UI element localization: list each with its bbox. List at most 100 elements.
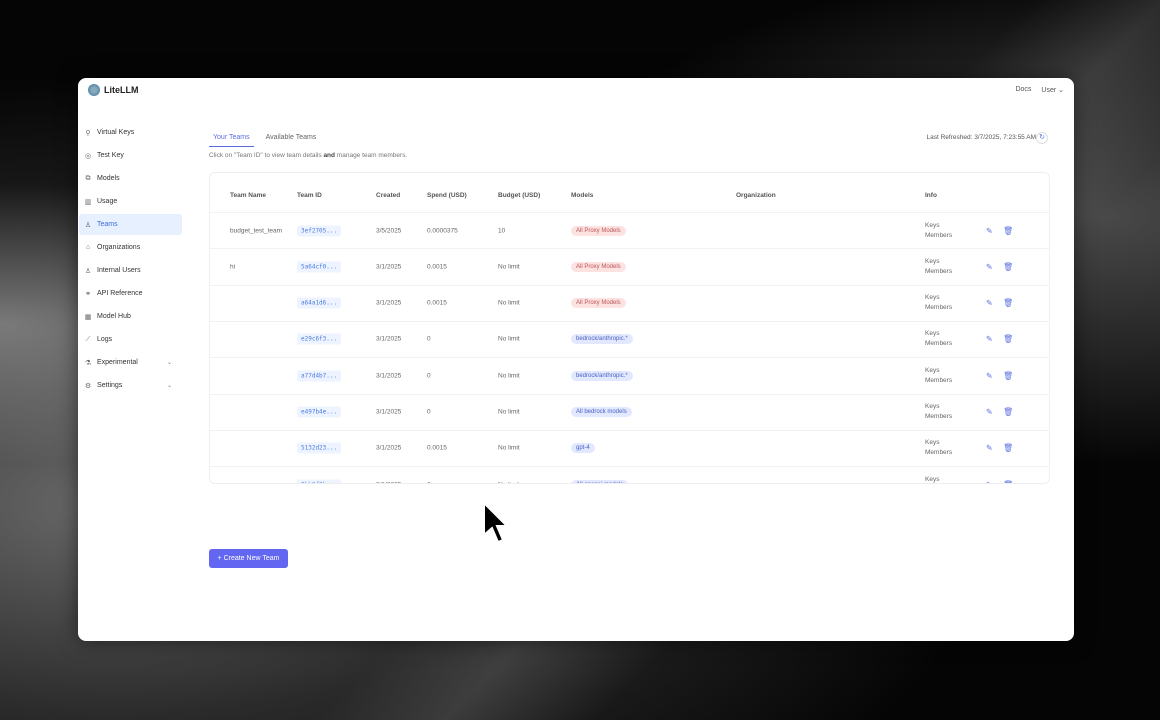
model-badge: gpt-4 [571, 443, 595, 454]
delete-icon[interactable]: 🗑 [1003, 334, 1014, 344]
spend: 0.0015 [427, 299, 447, 307]
keys-label: Keys [925, 366, 940, 374]
table-row: 5132d23... 3/1/2025 0.0015 No limit gpt-… [210, 429, 1049, 466]
column-header: Info [925, 192, 937, 199]
team-icon: ♙ [84, 221, 92, 229]
edit-icon[interactable]: ✎ [986, 298, 993, 308]
budget: No limit [498, 335, 520, 343]
delete-icon[interactable]: 🗑 [1003, 407, 1014, 417]
keys-label: Keys [925, 330, 940, 338]
refresh-button[interactable]: ↻ [1036, 132, 1048, 144]
model-badge: All Proxy Models [571, 225, 626, 236]
sidebar-item-settings[interactable]: ⚙ Settings ⌄ [79, 375, 182, 396]
sidebar-item-label: Settings [97, 382, 123, 389]
hint-text: Click on "Team ID" to view team details … [209, 152, 408, 159]
edit-icon[interactable]: ✎ [986, 407, 993, 417]
tabs: Your Teams Available Teams [209, 133, 320, 147]
sidebar-item-models[interactable]: ⧉ Models [79, 168, 182, 189]
tab-available-teams[interactable]: Available Teams [265, 134, 317, 141]
sidebar-item-organizations[interactable]: ⌂ Organizations [79, 237, 182, 258]
sidebar-item-virtual-keys[interactable]: ⚲ Virtual Keys [79, 122, 182, 143]
team-id-link[interactable]: e29c6f3... [297, 333, 342, 345]
spend: 0 [427, 335, 431, 343]
edit-icon[interactable]: ✎ [986, 443, 993, 453]
sidebar-item-logs[interactable]: ⟋ Logs [79, 329, 182, 350]
app-window: LiteLLM Docs User ⌄ ⚲ Virtual Keys ◎ Test K… [78, 78, 1074, 641]
sidebar-item-experimental[interactable]: ⚗ Experimental ⌄ [79, 352, 182, 373]
edit-icon[interactable]: ✎ [986, 262, 993, 272]
table-row: e497b4e... 3/1/2025 0 No limit All bedro… [210, 393, 1049, 430]
members-label: Members [925, 340, 953, 348]
model-badge: All Proxy Models [571, 298, 626, 309]
team-name: hi [230, 263, 236, 271]
spend: 0 [427, 408, 431, 416]
sidebar-item-api-reference[interactable]: ⚭ API Reference [79, 283, 182, 304]
sidebar-item-internal-users[interactable]: ♙ Internal Users [79, 260, 182, 281]
table-row: 2bb3f2b... 3/1/2025 0 No limit All opena… [210, 466, 1049, 483]
sidebar-item-usage[interactable]: ▥ Usage [79, 191, 182, 212]
members-label: Members [925, 267, 953, 275]
budget: No limit [498, 372, 520, 380]
delete-icon[interactable]: 🗑 [1003, 298, 1014, 308]
bank-icon: ⌂ [85, 244, 91, 251]
spend: 0 [427, 372, 431, 380]
members-label: Members [925, 413, 953, 420]
table-row: e29c6f3... 3/1/2025 0 No limit bedrock/a… [210, 320, 1049, 357]
team-name: budget_test_team [230, 227, 283, 234]
user-label: User [1041, 87, 1057, 94]
logo-icon [88, 84, 100, 96]
created-date: 3/1/2025 [376, 372, 402, 380]
delete-icon[interactable]: 🗑 [1003, 371, 1014, 381]
spend: 0.0015 [427, 444, 447, 452]
team-id-link[interactable]: a64a1d6... [297, 297, 342, 309]
keys-label: Keys [925, 403, 940, 410]
sidebar-item-label: Organizations [97, 244, 141, 251]
column-header: Created [376, 192, 401, 199]
team-id-link[interactable]: 2bb3f2b... [297, 479, 342, 483]
model-badge: All Proxy Models [571, 261, 626, 272]
info: Keys Members [925, 329, 952, 349]
budget: No limit [498, 263, 520, 271]
budget: No limit [498, 444, 520, 452]
delete-icon[interactable]: 🗑 [1003, 480, 1013, 483]
info: Keys Members [925, 402, 952, 422]
spend: 0 [427, 481, 431, 483]
team-id-link[interactable]: 5a64cf0... [297, 261, 342, 273]
sidebar-item-label: Usage [97, 198, 118, 205]
edit-icon[interactable]: ✎ [986, 226, 993, 235]
sidebar-item-teams[interactable]: ♙ Teams [79, 214, 182, 235]
delete-icon[interactable]: 🗑 [1003, 443, 1014, 453]
user-menu[interactable]: User ⌄ [1041, 86, 1064, 94]
chevron-down-icon: ⌄ [166, 360, 172, 366]
info: Keys Members [925, 221, 952, 241]
sidebar-item-test-key[interactable]: ◎ Test Key [79, 145, 182, 166]
team-id-link[interactable]: 3ef2705... [297, 225, 342, 236]
table-row: budget_test_team 3ef2705... 3/5/2025 0.0… [210, 212, 1049, 248]
created-date: 3/1/2025 [376, 299, 402, 307]
sidebar-item-label: Virtual Keys [97, 129, 135, 136]
team-id-link[interactable]: e497b4e... [297, 406, 342, 418]
column-header: Organization [736, 192, 776, 199]
edit-icon[interactable]: ✎ [986, 334, 993, 344]
members-label: Members [925, 231, 953, 239]
team-id-link[interactable]: a77d4b7... [297, 370, 342, 382]
delete-icon[interactable]: 🗑 [1003, 226, 1014, 235]
sidebar-item-model-hub[interactable]: ▦ Model Hub [79, 306, 182, 327]
team-id-link[interactable]: 5132d23... [297, 442, 342, 454]
docs-link[interactable]: Docs [1015, 86, 1032, 93]
keys-label: Keys [925, 221, 940, 229]
budget: 10 [498, 227, 506, 234]
sidebar-item-label: Model Hub [97, 313, 131, 320]
delete-icon[interactable]: 🗑 [1003, 262, 1014, 272]
sidebar-item-label: Test Key [97, 152, 124, 159]
cube-icon: ⧉ [85, 174, 91, 182]
edit-icon[interactable]: ✎ [986, 480, 993, 483]
edit-icon[interactable]: ✎ [986, 371, 993, 381]
create-new-team-button[interactable]: + Create New Team [209, 549, 288, 568]
tab-your-teams[interactable]: Your Teams [209, 133, 254, 147]
logo[interactable]: LiteLLM [88, 84, 139, 96]
